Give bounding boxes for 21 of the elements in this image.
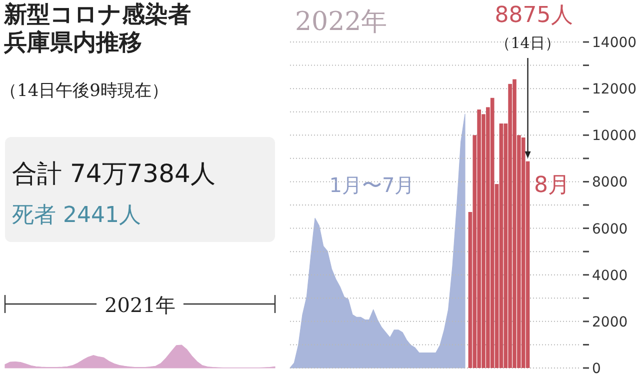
y-tick-label: 6000 <box>592 221 628 238</box>
y-tick-label: 8000 <box>592 174 628 191</box>
bar <box>521 137 526 368</box>
annotation: 1月〜7月 <box>329 173 415 197</box>
bar <box>499 124 504 368</box>
chart-title: 2022年 <box>295 7 388 37</box>
text: 新型コロナ感染者兵庫県内推移 <box>3 1 191 56</box>
text: （14日午後9時現在） <box>0 81 168 101</box>
y-tick-label: 10000 <box>592 128 637 144</box>
text: 死者 2441人 <box>12 203 141 228</box>
y-tick-label: 12000 <box>592 82 637 98</box>
bar <box>490 98 494 368</box>
annotation: （14日） <box>496 34 560 52</box>
y-tick-label: 0 <box>592 361 601 377</box>
text: 8月 <box>534 173 570 198</box>
y-tick-label: 14000 <box>592 35 637 51</box>
text: 8875人 <box>494 3 573 28</box>
text: 合計 74万7384人 <box>12 159 216 188</box>
text: 2021年 <box>104 293 176 317</box>
y-tick-label: 4000 <box>592 268 628 284</box>
y-tick-label: 2000 <box>592 314 628 330</box>
